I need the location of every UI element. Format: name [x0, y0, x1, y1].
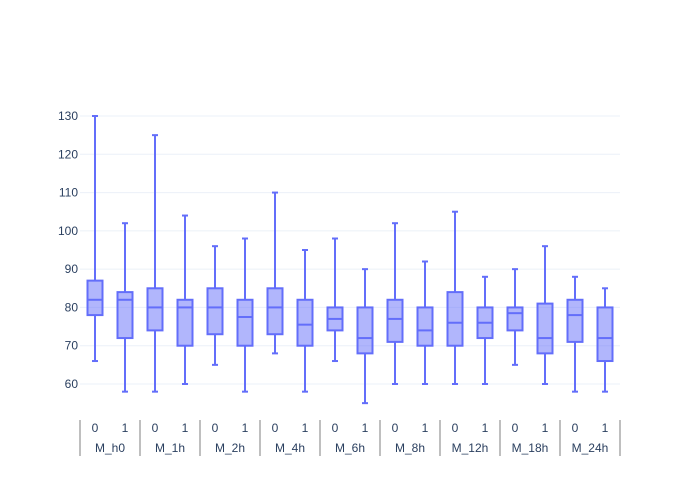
x-subcategory-label: 1 [602, 421, 609, 435]
y-tick-label: 90 [65, 262, 79, 276]
box-iqr [86, 279, 104, 317]
box-M_6h-1 [356, 268, 374, 405]
box-iqr [296, 298, 314, 347]
y-tick-label: 120 [58, 147, 78, 161]
x-group-label: M_6h [335, 441, 365, 455]
box-M_8h-0 [386, 222, 404, 385]
x-group-label: M_4h [275, 441, 305, 455]
box-M_18h-1 [536, 245, 554, 385]
box-M_12h-0 [446, 210, 464, 385]
x-subcategory-label: 1 [362, 421, 369, 435]
x-subcategory-label: 0 [452, 421, 459, 435]
x-group-label: M_12h [452, 441, 489, 455]
box-iqr [206, 287, 224, 336]
x-subcategory-label: 0 [272, 421, 279, 435]
x-subcategory-label: 0 [512, 421, 519, 435]
box-M_18h-0 [506, 268, 524, 366]
x-subcategory-label: 0 [332, 421, 339, 435]
box-M_2h-0 [206, 245, 224, 366]
y-tick-label: 100 [58, 224, 78, 238]
box-iqr [596, 306, 614, 363]
box-M_2h-1 [236, 237, 254, 393]
box-series [86, 115, 614, 405]
box-iqr [356, 306, 374, 355]
box-iqr [236, 298, 254, 347]
x-subcategory-label: 0 [212, 421, 219, 435]
box-M_24h-1 [596, 287, 614, 393]
x-subcategory-label: 1 [302, 421, 309, 435]
box-iqr [536, 302, 554, 355]
y-axis-tick-labels: 60 70 80 90 100 110 120 130 [58, 109, 78, 391]
box-M_6h-0 [326, 237, 344, 363]
x-group-label: M_1h [155, 441, 185, 455]
box-M_4h-1 [296, 249, 314, 393]
box-iqr [266, 287, 284, 336]
x-group-label: M_24h [572, 441, 609, 455]
box-iqr [416, 306, 434, 347]
box-iqr [386, 298, 404, 343]
y-tick-label: 130 [58, 109, 78, 123]
y-tick-label: 60 [65, 377, 79, 391]
box-M_1h-0 [146, 134, 164, 393]
box-M_h0-1 [116, 222, 134, 393]
x-subcategory-label: 1 [122, 421, 129, 435]
box-M_4h-0 [266, 191, 284, 355]
x-subcategory-label: 0 [92, 421, 99, 435]
box-iqr [506, 306, 524, 332]
x-group-label: M_8h [395, 441, 425, 455]
x-subcategory-label: 0 [572, 421, 579, 435]
x-subcategory-label: 1 [182, 421, 189, 435]
box-M_1h-1 [176, 214, 194, 385]
x-group-label: M_18h [512, 441, 549, 455]
box-iqr [116, 291, 134, 340]
x-subcategory-label: 1 [422, 421, 429, 435]
y-tick-label: 110 [59, 186, 78, 200]
y-tick-label: 70 [65, 339, 79, 353]
x-subcategory-label: 1 [482, 421, 489, 435]
box-M_8h-1 [416, 260, 434, 385]
x-subcategory-label: 0 [152, 421, 159, 435]
x-axis: 0 1 M_h0 0 1 M_1h 0 1 M_2h 0 1 M_4h 0 1 M_6h 0 1 M_8h 0 1 M_… [79, 420, 621, 456]
y-tick-label: 80 [65, 300, 79, 314]
x-group-label: M_2h [215, 441, 245, 455]
box-iqr [176, 298, 194, 347]
x-subcategory-label: 0 [392, 421, 399, 435]
x-group-label: M_h0 [95, 441, 125, 455]
box-iqr [566, 298, 584, 343]
box-iqr [446, 291, 464, 347]
box-M_24h-0 [566, 275, 584, 393]
grid-lines [80, 115, 620, 385]
x-subcategory-label: 1 [542, 421, 549, 435]
box-M_h0-0 [86, 115, 104, 363]
x-subcategory-label: 1 [242, 421, 249, 435]
box-iqr [146, 287, 164, 332]
box-M_12h-1 [476, 275, 494, 385]
